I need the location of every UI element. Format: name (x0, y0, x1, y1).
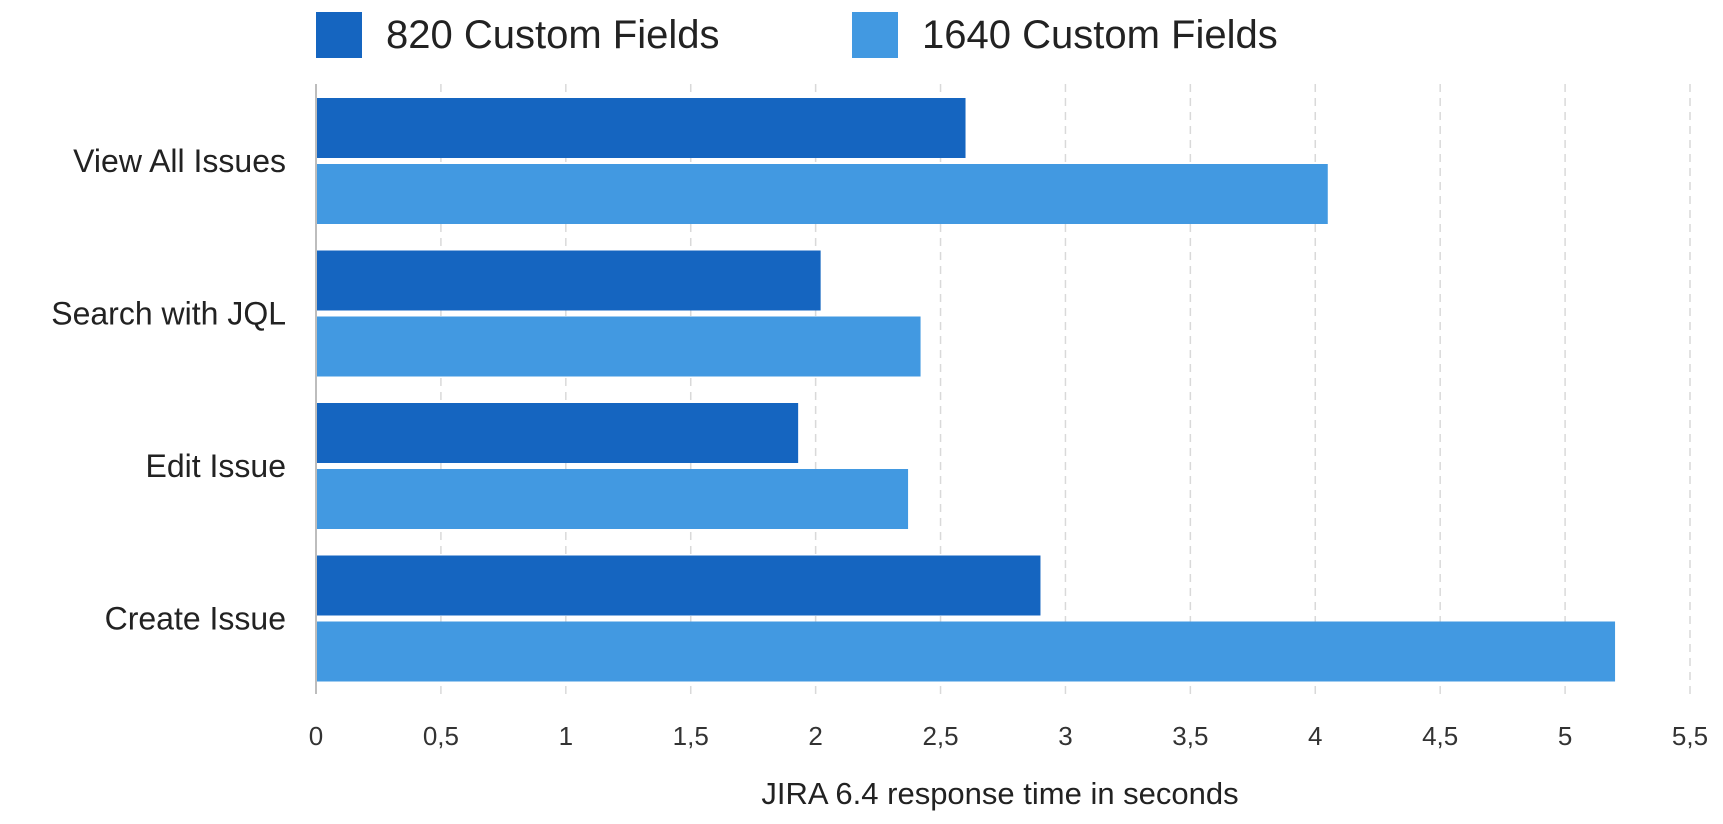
legend-label-1640-custom-fields: 1640 Custom Fields (922, 13, 1278, 57)
bar-view-all-issues-820-custom-fields (316, 98, 966, 158)
bar-create-issue-820-custom-fields (316, 555, 1041, 616)
x-tick-label: 0,5 (423, 721, 459, 751)
bars (316, 98, 1616, 682)
category-label-search-with-jql: Search with JQL (51, 296, 286, 332)
legend: 820 Custom Fields 1640 Custom Fields (316, 12, 1278, 58)
x-tick-labels: 0 0,5 1 1,5 2 2,5 3 3,5 4 4,5 5 5,5 (309, 721, 1708, 751)
x-tick-label: 2,5 (922, 721, 958, 751)
legend-swatch-1640-custom-fields (852, 12, 898, 58)
x-tick-label: 1,5 (673, 721, 709, 751)
x-tick-label: 5 (1558, 721, 1572, 751)
x-tick-label: 2 (808, 721, 822, 751)
bar-edit-issue-1640-custom-fields (316, 469, 909, 529)
bar-search-with-jql-820-custom-fields (316, 250, 821, 311)
bar-view-all-issues-1640-custom-fields (316, 164, 1328, 224)
x-tick-label: 3 (1058, 721, 1072, 751)
bar-edit-issue-820-custom-fields (316, 403, 799, 463)
category-label-edit-issue: Edit Issue (145, 448, 286, 484)
bar-search-with-jql-1640-custom-fields (316, 316, 921, 377)
category-label-view-all-issues: View All Issues (73, 143, 286, 179)
legend-label-820-custom-fields: 820 Custom Fields (386, 13, 719, 57)
legend-swatch-820-custom-fields (316, 12, 362, 58)
category-labels: View All Issues Search with JQL Edit Issue… (51, 143, 286, 637)
x-tick-label: 5,5 (1672, 721, 1708, 751)
category-label-create-issue: Create Issue (105, 601, 286, 637)
x-tick-label: 0 (309, 721, 323, 751)
bar-create-issue-1640-custom-fields (316, 621, 1616, 682)
x-axis-title: JIRA 6.4 response time in seconds (761, 776, 1238, 811)
x-tick-label: 4 (1308, 721, 1322, 751)
x-tick-label: 1 (559, 721, 573, 751)
x-tick-label: 4,5 (1422, 721, 1458, 751)
x-tick-label: 3,5 (1172, 721, 1208, 751)
